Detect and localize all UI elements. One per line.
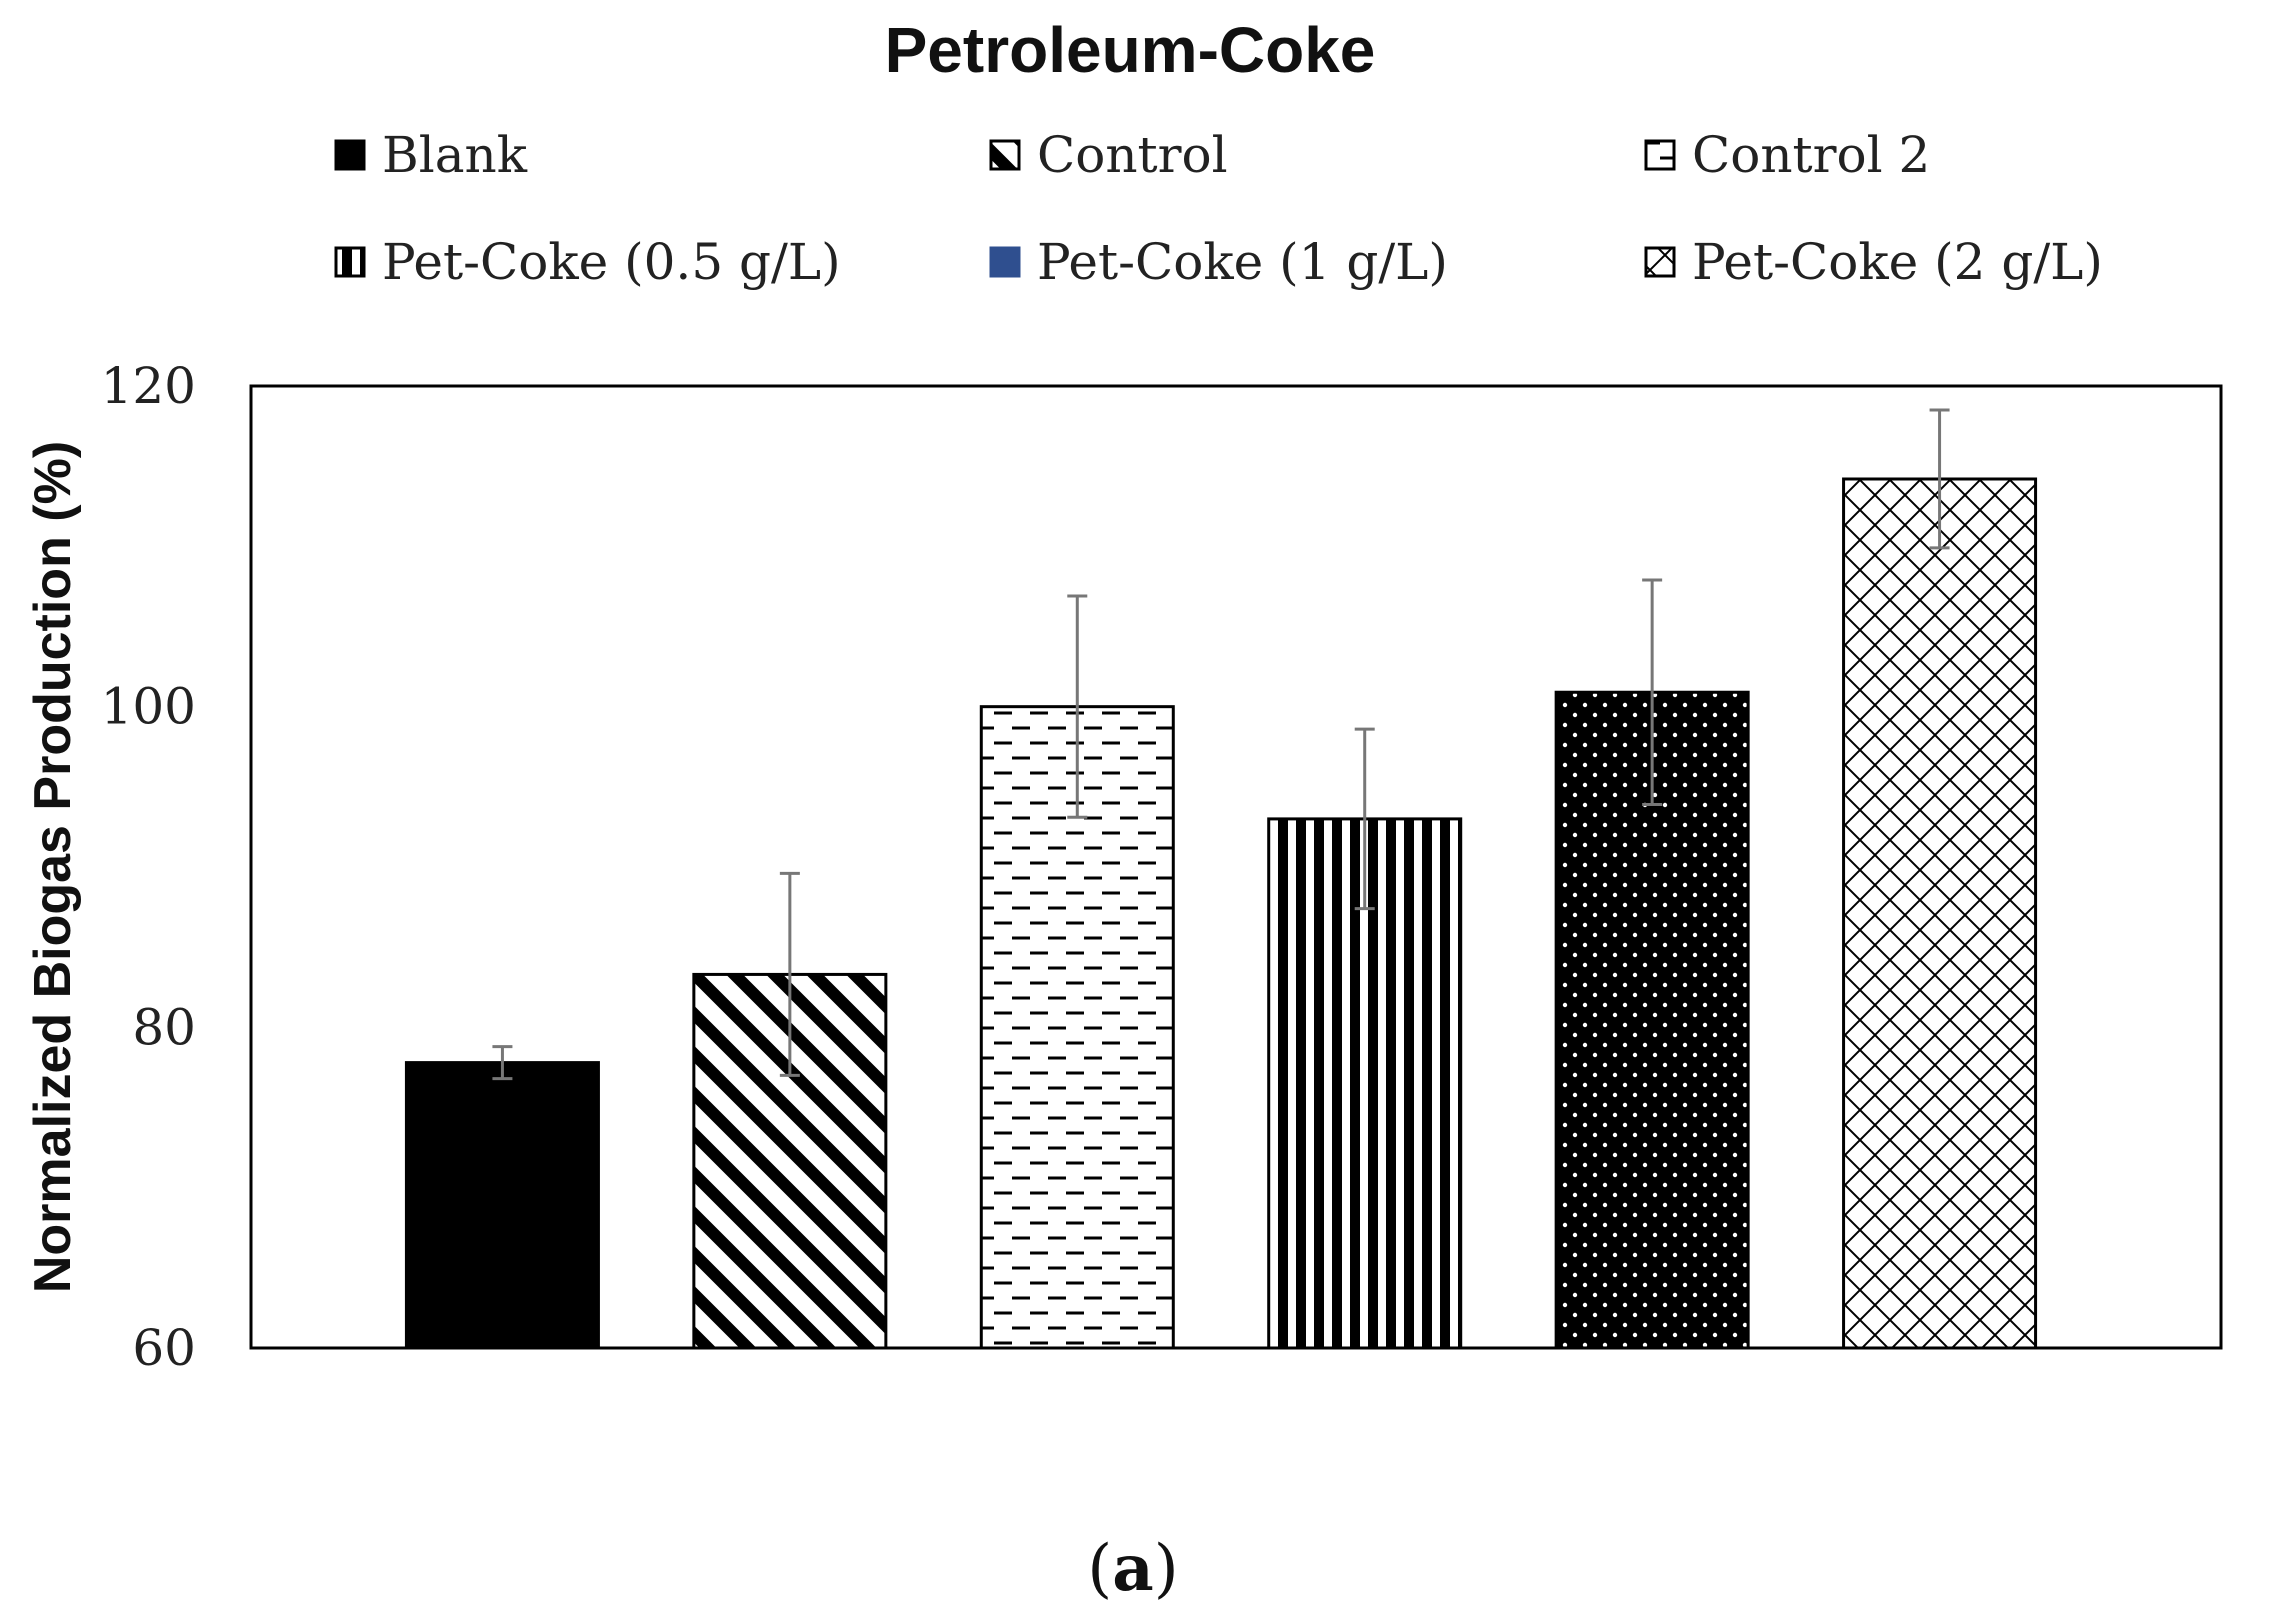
y-tick-label: 80 <box>132 998 196 1056</box>
y-axis-label: Normalized Biogas Production (%) <box>24 441 82 1293</box>
caption-close: ) <box>1154 1532 1179 1606</box>
error-bar-2 <box>1067 594 1088 819</box>
caption-letter: a <box>1112 1531 1153 1606</box>
legend-swatch-1 <box>989 139 1021 171</box>
legend-swatch-2 <box>1644 139 1676 171</box>
legend-swatch-4 <box>989 246 1021 278</box>
legend-item-0: Blank <box>334 126 528 184</box>
legend-label-3: Pet-Coke (0.5 g/L) <box>382 233 841 291</box>
legend-label-1: Control <box>1037 126 1228 184</box>
chart-title: Petroleum-Coke <box>885 14 1376 86</box>
y-tick-label: 60 <box>132 1319 196 1377</box>
bars <box>404 408 2038 1350</box>
legend-item-4: Pet-Coke (1 g/L) <box>989 233 1448 291</box>
legend-swatch-5 <box>1644 246 1676 278</box>
legend-item-5: Pet-Coke (2 g/L) <box>1644 233 2103 291</box>
bar-0 <box>404 1061 600 1350</box>
figure-caption: (a) <box>1087 1531 1178 1606</box>
caption-open: ( <box>1087 1532 1112 1606</box>
legend: Blank Control Control 2 Pet-Coke (0.5 g/L) P… <box>334 126 2103 291</box>
error-bar-3 <box>1354 727 1375 911</box>
legend-item-1: Control <box>989 126 1228 184</box>
legend-item-2: Control 2 <box>1644 126 1930 184</box>
legend-item-3: Pet-Coke (0.5 g/L) <box>334 233 841 291</box>
legend-label-2: Control 2 <box>1692 126 1930 184</box>
y-axis: 60 80 100 120 <box>101 357 196 1377</box>
legend-label-5: Pet-Coke (2 g/L) <box>1692 233 2103 291</box>
error-bar-1 <box>779 871 800 1077</box>
bar-5 <box>1842 477 2038 1350</box>
error-bar-0 <box>492 1045 513 1081</box>
legend-label-4: Pet-Coke (1 g/L) <box>1037 233 1448 291</box>
legend-label-0: Blank <box>382 126 528 184</box>
y-tick-label: 120 <box>101 357 196 415</box>
y-tick-label: 100 <box>101 678 196 736</box>
legend-swatch-0 <box>334 139 366 171</box>
error-bar-5 <box>1929 408 1950 550</box>
legend-swatch-3 <box>334 246 366 278</box>
error-bar-4 <box>1642 578 1663 806</box>
